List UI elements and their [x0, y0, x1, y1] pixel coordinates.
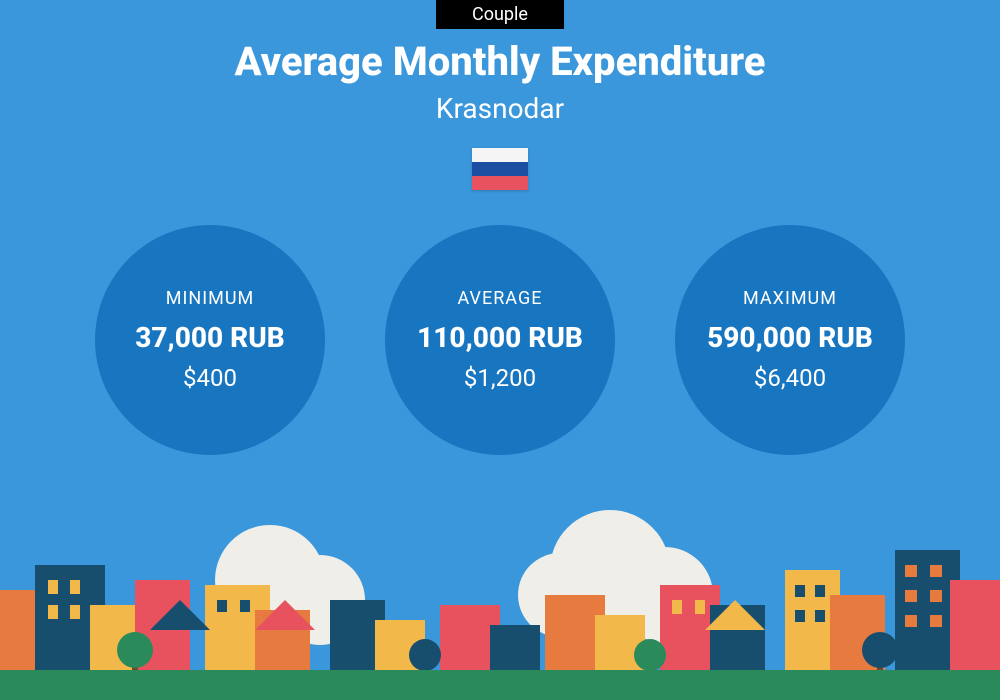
category-badge-text: Couple — [472, 4, 528, 25]
stat-secondary: $1,200 — [464, 364, 536, 392]
stat-circle-maximum: MAXIMUM 590,000 RUB $6,400 — [675, 225, 905, 455]
stat-label: MAXIMUM — [743, 288, 837, 309]
stat-secondary: $6,400 — [754, 364, 826, 392]
infographic-canvas: Couple Average Monthly Expenditure Krasn… — [0, 0, 1000, 700]
grass-strip — [0, 670, 1000, 700]
stat-label: AVERAGE — [458, 288, 543, 309]
stat-secondary: $400 — [183, 364, 237, 392]
flag-stripe-blue — [472, 162, 528, 176]
stat-primary: 590,000 RUB — [707, 321, 873, 354]
flag-stripe-red — [472, 176, 528, 190]
main-title: Average Monthly Expenditure — [0, 38, 1000, 85]
stat-circle-average: AVERAGE 110,000 RUB $1,200 — [385, 225, 615, 455]
stat-primary: 110,000 RUB — [417, 321, 583, 354]
stat-circle-minimum: MINIMUM 37,000 RUB $400 — [95, 225, 325, 455]
flag-stripe-white — [472, 148, 528, 162]
category-badge: Couple — [436, 0, 564, 29]
stats-row: MINIMUM 37,000 RUB $400 AVERAGE 110,000 … — [0, 225, 1000, 455]
location-subtitle: Krasnodar — [0, 92, 1000, 125]
cityscape-illustration — [0, 500, 1000, 700]
stat-label: MINIMUM — [166, 288, 254, 309]
stat-primary: 37,000 RUB — [135, 321, 285, 354]
russia-flag-icon — [472, 148, 528, 190]
